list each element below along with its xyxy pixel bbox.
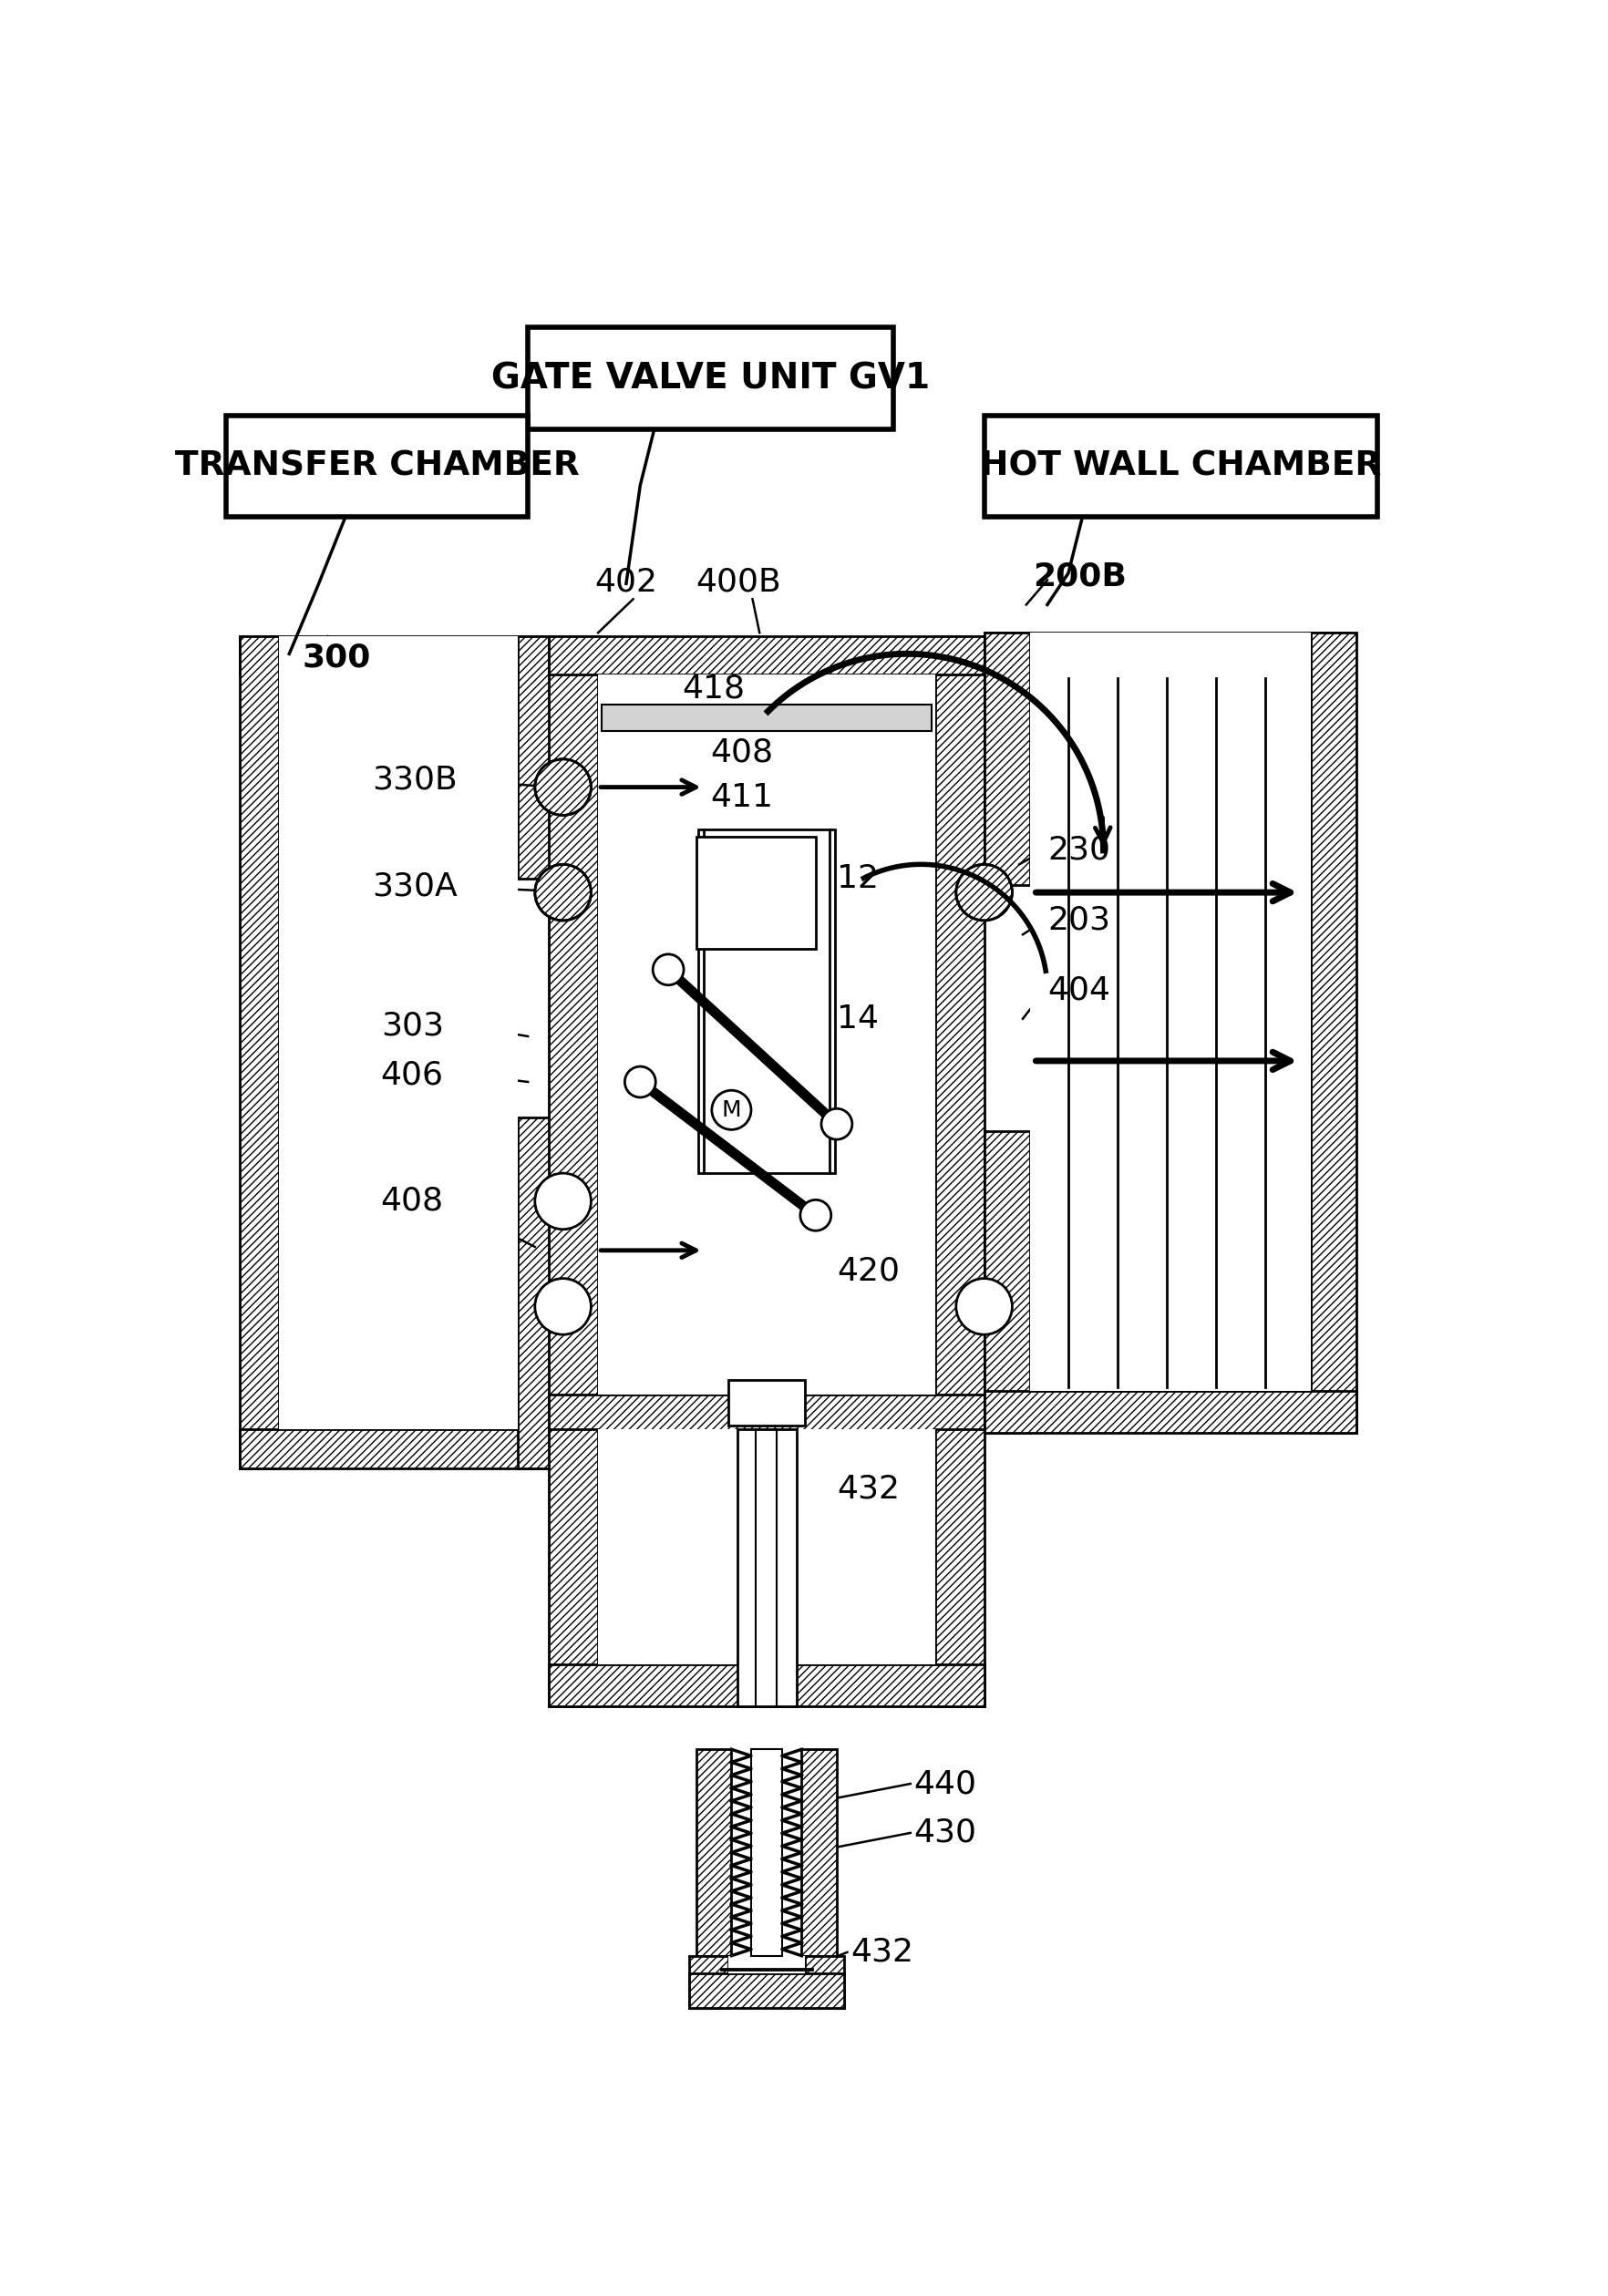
Bar (751, 1750, 781, 1956)
Text: 412: 412 (815, 863, 878, 893)
Circle shape (535, 1173, 592, 1228)
Text: 230: 230 (1047, 836, 1110, 866)
Bar (278, 636, 518, 1430)
Bar (240, 636, 278, 1467)
Text: 404: 404 (1047, 976, 1110, 1006)
Bar (548, 1430, 598, 1706)
Bar (518, 636, 556, 879)
Text: 414: 414 (815, 1003, 878, 1033)
Text: 411: 411 (711, 783, 773, 813)
Bar (934, 636, 984, 1433)
Bar (601, 705, 931, 730)
Bar (698, 829, 835, 1173)
Bar (690, 1972, 844, 2009)
Text: 406: 406 (381, 1058, 444, 1091)
Text: 300: 300 (302, 643, 370, 673)
Bar (548, 636, 984, 675)
Text: M: M (722, 1100, 741, 1120)
Circle shape (801, 1201, 831, 1231)
Bar (227, 416, 527, 517)
Text: 432: 432 (836, 1474, 899, 1504)
Text: 402: 402 (595, 567, 658, 597)
Bar (696, 1750, 732, 1956)
Text: 430: 430 (913, 1818, 976, 1848)
Text: 440: 440 (913, 1768, 976, 1800)
Text: 408: 408 (711, 737, 773, 767)
Bar (728, 1380, 806, 1426)
Text: 400B: 400B (696, 567, 781, 597)
Text: 432: 432 (851, 1938, 913, 1968)
Text: 203: 203 (1047, 905, 1110, 937)
Bar (696, 836, 815, 948)
Bar (984, 1132, 1029, 1433)
Text: 200B: 200B (1034, 560, 1127, 592)
Text: 416: 416 (759, 925, 822, 957)
Bar (518, 1118, 556, 1467)
Bar (548, 1665, 984, 1706)
Text: TRANSFER CHAMBER: TRANSFER CHAMBER (175, 450, 579, 482)
Bar (598, 1430, 934, 1665)
Bar (984, 634, 1029, 886)
Bar (984, 1391, 1356, 1433)
Bar (1029, 634, 1311, 1391)
Text: 330B: 330B (373, 765, 458, 797)
Text: 303: 303 (381, 1010, 444, 1042)
Bar (240, 636, 556, 675)
Circle shape (957, 1279, 1011, 1334)
Bar (736, 1430, 796, 1706)
Text: HOT WALL CHAMBER: HOT WALL CHAMBER (979, 450, 1381, 482)
Text: GATE VALVE UNIT GV1: GATE VALVE UNIT GV1 (490, 360, 929, 395)
Bar (934, 1430, 984, 1706)
Circle shape (626, 1065, 656, 1097)
Bar (548, 636, 598, 1433)
Circle shape (822, 1109, 852, 1139)
Bar (984, 634, 1349, 675)
Bar (1311, 634, 1356, 1433)
Bar (598, 675, 934, 1394)
Text: 410: 410 (711, 829, 773, 859)
Circle shape (535, 1279, 592, 1334)
Bar (806, 1956, 844, 2009)
Bar (240, 1430, 556, 1467)
Bar (690, 1956, 728, 2009)
Circle shape (535, 760, 592, 815)
Circle shape (653, 955, 683, 985)
Bar (728, 1956, 806, 1972)
Bar (527, 328, 892, 429)
Text: 420: 420 (836, 1256, 899, 1288)
Text: 330A: 330A (371, 870, 458, 902)
Circle shape (712, 1091, 751, 1130)
Circle shape (535, 863, 592, 921)
Bar (548, 1394, 984, 1433)
Text: 418: 418 (682, 673, 746, 705)
Circle shape (957, 863, 1011, 921)
Text: 408: 408 (381, 1185, 444, 1217)
Bar (802, 1750, 836, 1956)
Bar (984, 416, 1376, 517)
